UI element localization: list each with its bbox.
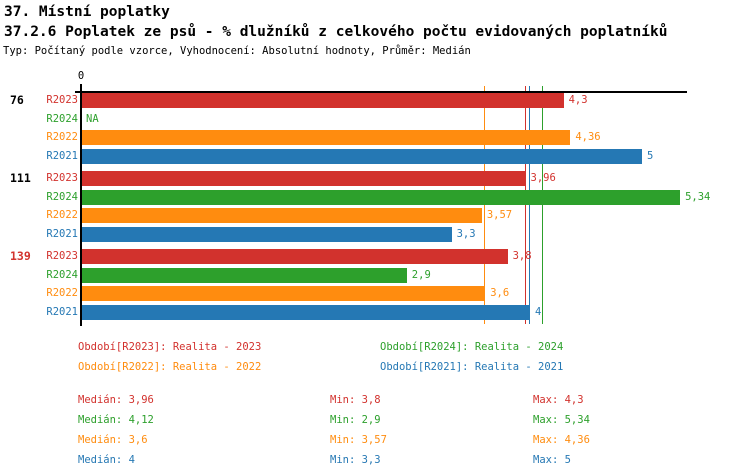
- indicator-type-line: Typ: Počítaný podle vzorce, Vyhodnocení:…: [3, 45, 471, 57]
- series-label: R2023: [46, 94, 78, 106]
- legend-item-r2022: Období[R2022]: Realita - 2022: [78, 361, 262, 373]
- series-label: R2022: [46, 209, 78, 221]
- bar-r2022: [82, 286, 486, 301]
- axis-top-line: [75, 91, 687, 93]
- stat-max-r2023: Max: 4,3: [533, 394, 584, 406]
- series-label: R2021: [46, 305, 78, 318]
- bar-r2021: [82, 226, 452, 242]
- bar-r2023: [82, 93, 564, 108]
- legend-item-r2024: Období[R2024]: Realita - 2024: [380, 341, 564, 353]
- axis-left-line: [80, 84, 82, 326]
- bar-value-label: 2,9: [411, 268, 431, 281]
- bar-value-label: 4,3: [568, 94, 588, 106]
- median-line-r2021: [529, 86, 530, 324]
- series-label: R2024: [46, 112, 78, 125]
- stat-min-r2022: Min: 3,57: [330, 434, 387, 446]
- stat-max-r2022: Max: 4,36: [533, 434, 590, 446]
- series-label: R2023: [46, 172, 78, 184]
- bar-value-label: 5,34: [685, 190, 711, 203]
- bar-value-label: 3,6: [490, 287, 510, 299]
- bar-na-label: NA: [86, 112, 99, 125]
- stat-median-r2022: Medián: 3,6: [78, 434, 148, 446]
- legend-item-r2021: Období[R2021]: Realita - 2021: [380, 361, 564, 373]
- series-label: R2021: [46, 227, 78, 240]
- bar-r2022: [82, 208, 482, 223]
- group-label: 111: [10, 171, 31, 185]
- bar-r2023: [82, 249, 508, 264]
- median-line-r2023: [524, 86, 526, 324]
- bar-value-label: 4: [535, 305, 542, 318]
- bar-r2023: [82, 171, 526, 186]
- bar-r2024: [82, 267, 407, 283]
- bar-value-label: 5: [647, 149, 654, 162]
- stat-max-r2021: Max: 5: [533, 454, 571, 466]
- bar-value-label: 3,57: [486, 209, 513, 221]
- bar-r2024: [82, 189, 681, 205]
- series-label: R2022: [46, 287, 78, 299]
- bar-value-label: 4,36: [575, 131, 601, 143]
- stat-median-r2024: Medián: 4,12: [78, 414, 154, 426]
- stat-median-r2021: Medián: 4: [78, 454, 135, 466]
- axis-zero-label: 0: [77, 70, 85, 82]
- median-line-r2022: [484, 86, 486, 324]
- report-title: 37. Místní poplatky: [4, 4, 170, 20]
- series-label: R2024: [46, 190, 78, 203]
- stat-min-r2021: Min: 3,3: [330, 454, 381, 466]
- stat-min-r2023: Min: 3,8: [330, 394, 381, 406]
- median-line-r2024: [542, 86, 544, 324]
- indicator-title: 37.2.6 Poplatek ze psů - % dlužníků z ce…: [4, 24, 668, 40]
- chart-area: 0 76 R2023 4,3 R2024 NA R2022 4,36 R2021 5 111 R20…: [10, 70, 711, 326]
- bar-r2021: [82, 304, 530, 320]
- series-label: R2023: [46, 250, 78, 262]
- group-label: 76: [10, 93, 24, 107]
- stat-median-r2023: Medián: 3,96: [78, 394, 154, 406]
- bar-r2022: [82, 130, 571, 145]
- stat-min-r2024: Min: 2,9: [330, 414, 381, 426]
- group-label: 139: [10, 249, 31, 263]
- series-label: R2021: [46, 149, 78, 162]
- bar-value-label: 3,8: [512, 250, 532, 262]
- series-label: R2024: [46, 268, 78, 281]
- legend-item-r2023: Období[R2023]: Realita - 2023: [78, 341, 262, 353]
- bar-r2021: [82, 148, 642, 164]
- stat-max-r2024: Max: 5,34: [533, 414, 590, 426]
- bar-value-label: 3,3: [456, 227, 476, 240]
- bar-value-label: 3,96: [530, 172, 556, 184]
- series-label: R2022: [46, 131, 78, 143]
